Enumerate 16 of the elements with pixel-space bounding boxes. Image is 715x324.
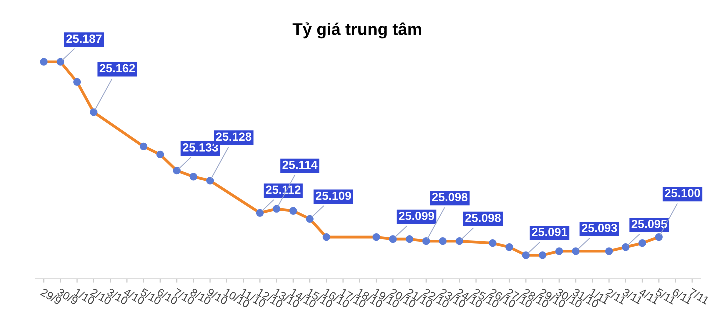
data-label: 25.100	[665, 189, 700, 198]
data-label: 25.098	[466, 214, 501, 222]
data-label: 25.187	[66, 34, 102, 44]
data-label: 25.091	[532, 228, 568, 236]
data-label: 25.112	[266, 186, 301, 194]
data-label: 25.093	[582, 224, 618, 232]
chart-title: Tỷ giá trung tâm	[292, 22, 422, 39]
data-label: 25.133	[183, 143, 218, 152]
data-label: 25.109	[316, 192, 352, 200]
data-label: 25.099	[399, 212, 434, 220]
data-label: 25.095	[632, 220, 668, 228]
data-label: 25.098	[432, 193, 468, 202]
data-label: 25.128	[216, 132, 252, 142]
data-label: 25.162	[100, 64, 136, 73]
data-label: 25.114	[282, 160, 318, 170]
x-tick-label: 7/11	[688, 288, 710, 305]
